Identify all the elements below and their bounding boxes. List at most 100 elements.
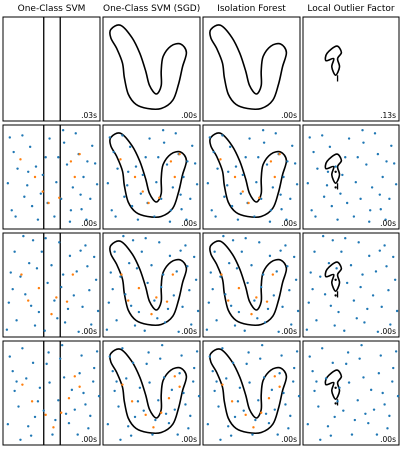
inlier-point xyxy=(184,244,187,247)
outlier-point xyxy=(237,286,241,290)
inlier-point xyxy=(222,234,225,238)
inlier-point xyxy=(379,354,382,357)
inlier-point xyxy=(275,270,278,273)
inlier-point xyxy=(307,301,310,304)
outlier-point xyxy=(30,400,34,403)
inlier-point xyxy=(71,186,75,189)
inlier-point xyxy=(136,400,140,403)
inlier-point xyxy=(61,129,65,132)
panel-frame xyxy=(2,232,101,338)
inlier-point xyxy=(379,208,382,211)
inlier-point xyxy=(92,366,96,370)
inlier-point xyxy=(308,355,311,358)
inlier-point xyxy=(161,273,165,276)
inlier-point xyxy=(315,319,318,322)
inlier-point xyxy=(330,204,333,208)
decision-boundary xyxy=(208,132,288,219)
inlier-point xyxy=(106,182,110,185)
inlier-point xyxy=(136,218,140,221)
decision-boundary xyxy=(324,369,343,400)
inlier-point xyxy=(31,239,35,242)
inlier-point xyxy=(386,427,389,430)
inlier-point xyxy=(221,347,224,350)
inlier-point xyxy=(142,409,145,412)
inlier-point xyxy=(328,145,332,149)
inlier-point xyxy=(28,145,32,149)
inlier-point xyxy=(231,361,235,365)
inlier-point xyxy=(25,377,28,380)
timing-label: .00s xyxy=(380,327,396,336)
inlier-point xyxy=(185,218,188,221)
inlier-point xyxy=(358,357,361,360)
inlier-point xyxy=(68,220,72,223)
inlier-point xyxy=(236,400,240,403)
outlier-point xyxy=(160,411,163,414)
inlier-point xyxy=(317,405,320,408)
inlier-point xyxy=(334,165,337,168)
inlier-point xyxy=(352,299,356,302)
inlier-point xyxy=(313,389,316,393)
inlier-point xyxy=(280,354,283,357)
inlier-point xyxy=(95,350,99,353)
outlier-point xyxy=(334,386,337,389)
inlier-point xyxy=(130,204,134,208)
outlier-point xyxy=(227,299,230,302)
decision-boundary xyxy=(108,348,188,435)
inlier-point xyxy=(279,193,282,196)
inlier-point xyxy=(127,261,131,265)
inlier-point xyxy=(48,381,51,384)
panel-frame xyxy=(302,232,400,338)
inlier-point xyxy=(366,307,369,311)
inlier-point xyxy=(60,285,63,289)
inlier-point xyxy=(321,134,324,137)
inlier-point xyxy=(44,237,47,240)
timing-label: .00s xyxy=(181,327,197,336)
inlier-point xyxy=(164,412,168,415)
inlier-point xyxy=(253,299,256,302)
inlier-point xyxy=(250,264,253,267)
decision-boundary xyxy=(108,24,188,111)
inlier-point xyxy=(378,193,381,196)
inlier-point xyxy=(147,351,150,354)
inlier-point xyxy=(82,391,85,395)
inlier-point xyxy=(342,409,345,412)
panel-frame xyxy=(202,124,301,230)
inlier-point xyxy=(231,239,235,242)
panel-frame xyxy=(102,232,201,338)
inlier-point xyxy=(295,183,299,186)
inlier-point xyxy=(158,241,161,244)
inlier-point xyxy=(345,201,349,205)
inlier-point xyxy=(336,218,339,221)
inlier-point xyxy=(337,310,340,314)
outlier-point xyxy=(127,299,130,302)
inlier-point xyxy=(16,167,19,170)
outlier-point xyxy=(167,397,171,400)
inlier-point xyxy=(55,181,58,184)
outlier-point xyxy=(55,296,58,299)
inlier-point xyxy=(17,405,20,408)
outlier-point xyxy=(244,413,247,417)
inlier-point xyxy=(170,388,174,392)
inlier-point xyxy=(371,294,375,297)
inlier-point xyxy=(190,323,193,326)
inlier-point xyxy=(329,434,333,437)
inlier-point xyxy=(62,376,66,379)
inlier-point xyxy=(293,162,297,165)
outlier-point xyxy=(120,273,123,276)
outlier-point xyxy=(137,286,141,290)
inlier-point xyxy=(36,400,40,403)
inlier-point xyxy=(155,181,158,184)
inlier-point xyxy=(10,209,13,212)
outlier-point xyxy=(78,152,81,156)
inlier-point xyxy=(46,281,49,285)
inlier-point xyxy=(378,249,381,252)
inlier-point xyxy=(38,386,42,389)
inlier-point xyxy=(80,354,83,357)
inlier-point xyxy=(263,321,267,324)
inlier-point xyxy=(131,239,135,242)
inlier-point xyxy=(368,220,371,223)
inlier-point xyxy=(260,285,263,289)
inlier-point xyxy=(146,281,149,285)
outlier-point xyxy=(19,158,22,161)
inlier-point xyxy=(176,433,179,436)
